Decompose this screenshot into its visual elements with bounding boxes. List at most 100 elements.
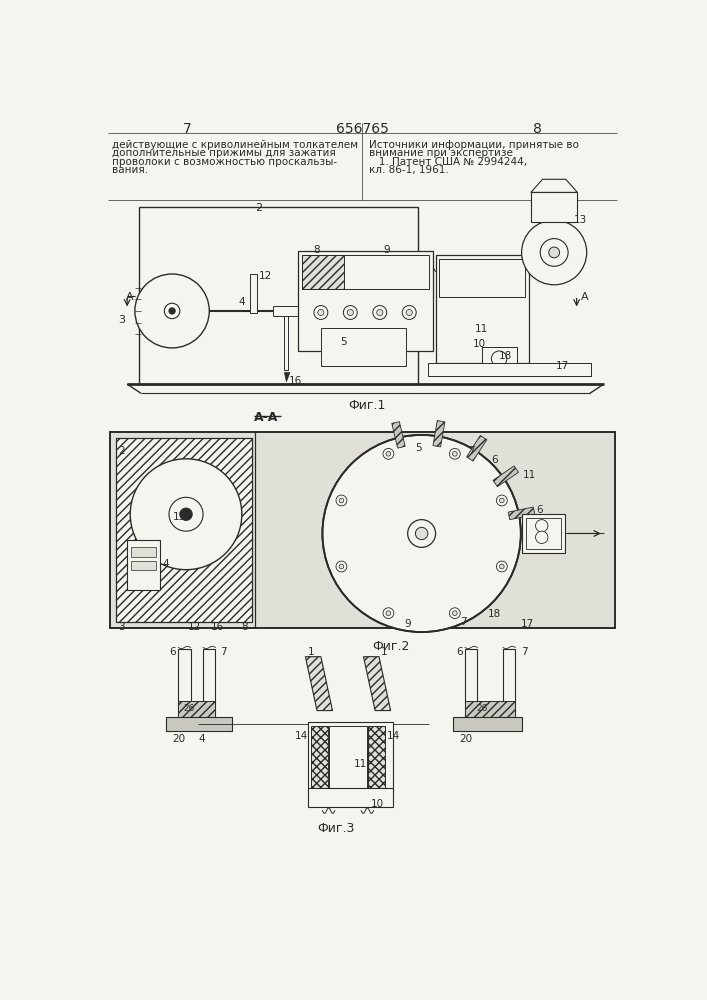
Text: 6: 6 xyxy=(170,647,176,657)
Circle shape xyxy=(549,247,559,258)
Circle shape xyxy=(339,498,344,503)
Text: Фиг.1: Фиг.1 xyxy=(349,399,386,412)
Circle shape xyxy=(180,508,192,520)
Bar xyxy=(465,649,477,717)
Circle shape xyxy=(535,520,548,532)
Polygon shape xyxy=(493,466,518,487)
Text: Фиг.2: Фиг.2 xyxy=(372,640,409,653)
Text: 15: 15 xyxy=(173,512,187,522)
Text: 1. Патент США № 2994244,: 1. Патент США № 2994244, xyxy=(369,157,527,167)
Bar xyxy=(311,726,328,788)
Bar xyxy=(250,274,257,312)
Text: 12: 12 xyxy=(187,622,201,632)
Circle shape xyxy=(406,309,412,316)
Circle shape xyxy=(322,435,521,632)
Circle shape xyxy=(408,520,436,547)
Bar xyxy=(131,547,156,557)
Text: 13: 13 xyxy=(573,215,587,225)
Circle shape xyxy=(496,495,507,506)
Text: 11: 11 xyxy=(474,324,488,334)
Text: 20: 20 xyxy=(459,734,472,744)
Circle shape xyxy=(491,351,507,366)
Bar xyxy=(139,207,418,384)
Bar xyxy=(531,192,578,222)
Circle shape xyxy=(386,611,391,615)
Bar xyxy=(440,259,525,297)
Bar xyxy=(526,518,561,549)
Circle shape xyxy=(450,448,460,459)
Polygon shape xyxy=(284,373,290,382)
Text: 14: 14 xyxy=(387,731,400,741)
Text: 7: 7 xyxy=(521,647,527,657)
Bar xyxy=(203,649,216,717)
Circle shape xyxy=(386,452,391,456)
Text: 6: 6 xyxy=(537,505,543,515)
Bar xyxy=(110,432,615,628)
Bar xyxy=(329,726,367,788)
Text: проволоки с возможностью проскальзы-: проволоки с возможностью проскальзы- xyxy=(112,157,337,167)
Circle shape xyxy=(452,452,457,456)
Text: 4: 4 xyxy=(238,297,245,307)
Circle shape xyxy=(540,239,568,266)
Text: 18: 18 xyxy=(499,351,513,361)
Text: 4: 4 xyxy=(199,734,205,744)
Circle shape xyxy=(522,220,587,285)
Text: 17: 17 xyxy=(556,361,569,371)
Text: 10: 10 xyxy=(473,339,486,349)
Bar xyxy=(503,649,515,717)
Text: внимание при экспертизе: внимание при экспертизе xyxy=(369,148,513,158)
Bar xyxy=(116,438,252,622)
Circle shape xyxy=(169,308,175,314)
Circle shape xyxy=(496,561,507,572)
Text: 9: 9 xyxy=(383,245,390,255)
Bar xyxy=(178,649,191,717)
Polygon shape xyxy=(467,436,487,461)
Text: 2: 2 xyxy=(255,203,262,213)
Circle shape xyxy=(373,306,387,319)
Bar xyxy=(178,701,216,717)
Text: А-А: А-А xyxy=(255,411,279,424)
Polygon shape xyxy=(508,507,534,520)
Circle shape xyxy=(344,306,357,319)
Text: 9: 9 xyxy=(404,619,411,629)
Text: 6: 6 xyxy=(491,455,498,465)
Bar xyxy=(131,561,156,570)
Text: 8: 8 xyxy=(241,622,247,632)
Bar xyxy=(301,255,429,289)
Polygon shape xyxy=(329,435,515,508)
Bar xyxy=(284,316,288,370)
Bar xyxy=(368,726,385,788)
Text: 2: 2 xyxy=(118,446,124,456)
Text: кл. 86-1, 1961.: кл. 86-1, 1961. xyxy=(369,165,449,175)
Text: 656765: 656765 xyxy=(336,122,388,136)
Bar xyxy=(308,722,393,791)
Polygon shape xyxy=(305,657,332,711)
Bar xyxy=(482,347,517,370)
Circle shape xyxy=(336,495,347,506)
Text: 17: 17 xyxy=(521,619,534,629)
Text: 6: 6 xyxy=(457,647,463,657)
Bar xyxy=(166,717,232,731)
Text: 12: 12 xyxy=(259,271,272,281)
Bar xyxy=(116,438,252,622)
Text: 3: 3 xyxy=(119,315,126,325)
Circle shape xyxy=(130,459,242,570)
Text: Источники информации, принятые во: Источники информации, принятые во xyxy=(369,140,579,150)
Text: 10: 10 xyxy=(371,799,385,809)
Text: действующие с криволинейным толкателем: действующие с криволинейным толкателем xyxy=(112,140,358,150)
Circle shape xyxy=(383,608,394,619)
Polygon shape xyxy=(392,422,405,448)
Circle shape xyxy=(169,497,203,531)
Text: 11: 11 xyxy=(354,759,368,769)
Bar xyxy=(308,788,393,807)
Bar xyxy=(436,255,529,363)
Bar xyxy=(127,540,160,590)
Circle shape xyxy=(452,611,457,615)
Circle shape xyxy=(450,608,460,619)
Circle shape xyxy=(135,274,209,348)
Text: 18: 18 xyxy=(488,609,501,619)
Text: 26: 26 xyxy=(476,704,487,713)
Circle shape xyxy=(499,498,504,503)
Text: А: А xyxy=(126,292,133,302)
Bar xyxy=(298,251,433,351)
